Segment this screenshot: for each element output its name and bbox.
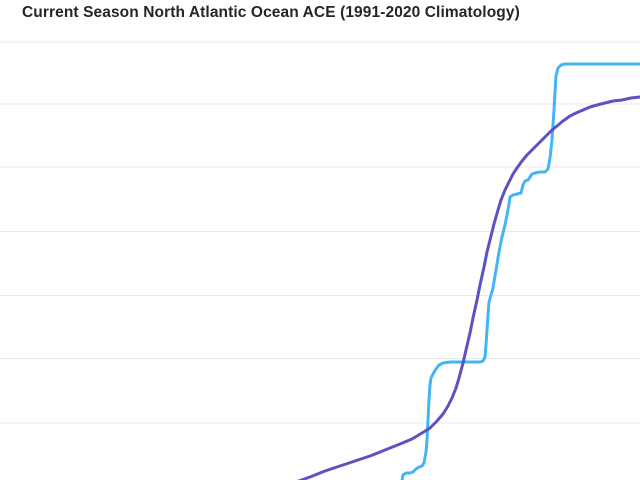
current-season-line: [400, 62, 640, 480]
climatology-line: [297, 95, 640, 480]
chart-title: Current Season North Atlantic Ocean ACE …: [22, 4, 520, 21]
